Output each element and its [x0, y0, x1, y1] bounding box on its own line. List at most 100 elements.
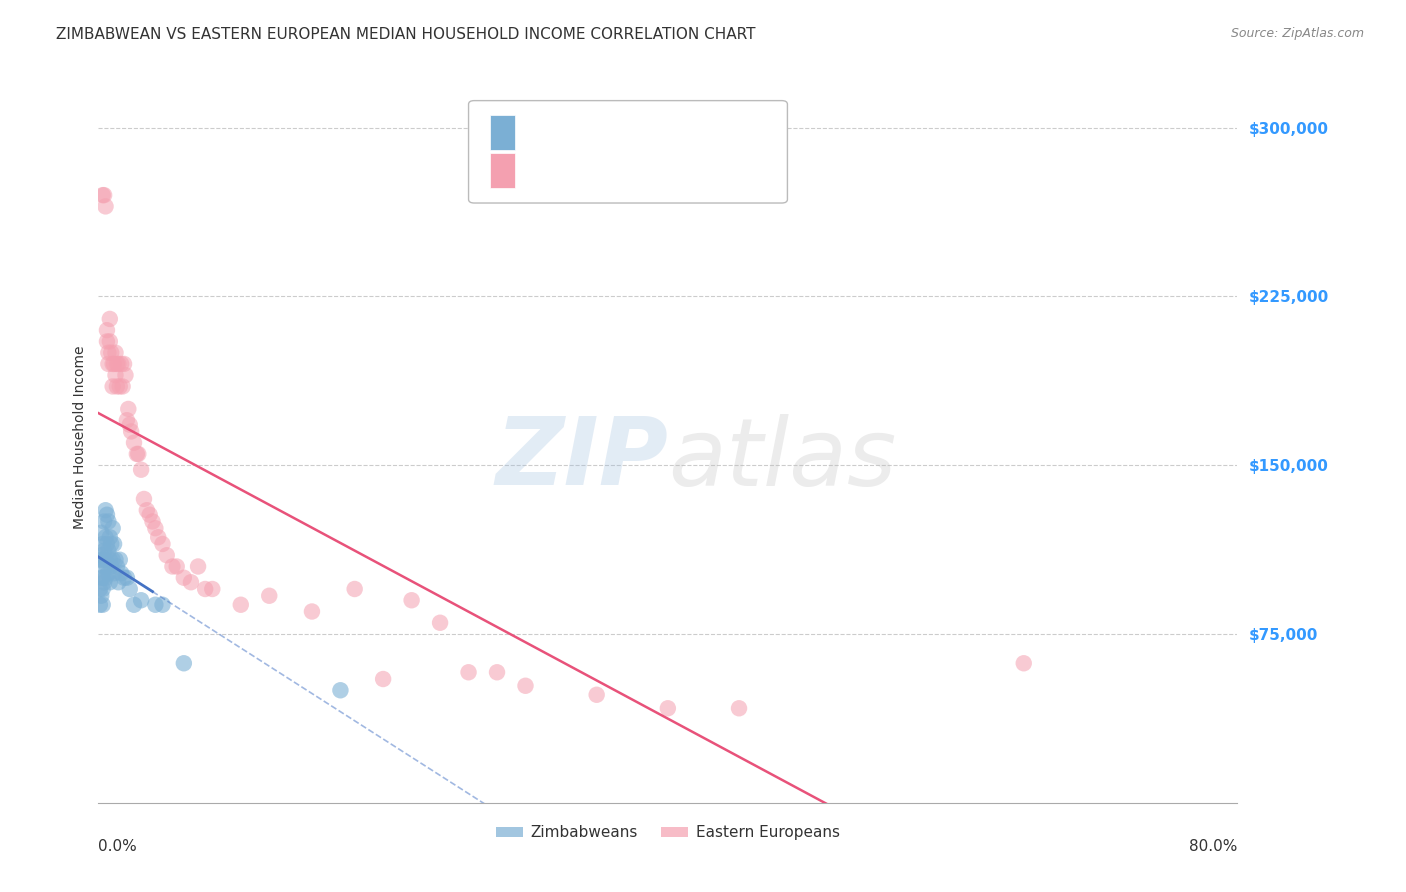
Point — [98, 312, 121, 326]
Bar — [491, 153, 515, 187]
Point — [114, 368, 136, 383]
Point — [457, 665, 479, 680]
Point — [173, 571, 195, 585]
Point — [89, 582, 111, 596]
Point — [108, 379, 131, 393]
Point — [105, 559, 128, 574]
Point — [201, 582, 224, 596]
Point — [156, 548, 179, 562]
Point — [100, 345, 122, 359]
Point — [110, 357, 132, 371]
Point — [98, 530, 121, 544]
Point — [343, 582, 366, 596]
Point — [91, 553, 114, 567]
Point — [118, 582, 141, 596]
Y-axis label: Median Household Income: Median Household Income — [73, 345, 87, 529]
Point — [166, 559, 188, 574]
Point — [429, 615, 451, 630]
Point — [97, 543, 120, 558]
Point — [105, 357, 128, 371]
Text: ZIMBABWEAN VS EASTERN EUROPEAN MEDIAN HOUSEHOLD INCOME CORRELATION CHART: ZIMBABWEAN VS EASTERN EUROPEAN MEDIAN HO… — [56, 27, 756, 42]
Point — [93, 188, 115, 202]
Point — [118, 417, 141, 432]
Point — [100, 559, 122, 574]
Point — [98, 334, 121, 349]
Point — [145, 521, 167, 535]
Text: -0.117: -0.117 — [562, 123, 627, 141]
Point — [112, 357, 135, 371]
Point — [104, 553, 127, 567]
Point — [96, 334, 118, 349]
Point — [90, 525, 112, 540]
Point — [97, 566, 120, 581]
Point — [162, 559, 184, 574]
Point — [401, 593, 423, 607]
Point — [93, 543, 115, 558]
Point — [94, 503, 117, 517]
Text: N =: N = — [644, 161, 683, 179]
Point — [91, 571, 114, 585]
Point — [98, 553, 121, 567]
Point — [91, 582, 114, 596]
Point — [657, 701, 679, 715]
Point — [103, 357, 125, 371]
Point — [373, 672, 395, 686]
Point — [90, 571, 112, 585]
Point — [194, 582, 217, 596]
Point — [112, 571, 135, 585]
Point — [486, 665, 509, 680]
Point — [585, 688, 607, 702]
Point — [97, 357, 120, 371]
Point — [91, 188, 114, 202]
Point — [94, 571, 117, 585]
Point — [122, 435, 145, 450]
Point — [115, 413, 138, 427]
Point — [94, 199, 117, 213]
Point — [97, 515, 120, 529]
Point — [91, 537, 114, 551]
Point — [96, 323, 118, 337]
Point — [152, 537, 174, 551]
Text: N =: N = — [644, 123, 683, 141]
Point — [103, 537, 125, 551]
Point — [180, 575, 202, 590]
Point — [100, 537, 122, 551]
Point — [125, 447, 148, 461]
Point — [259, 589, 281, 603]
Text: ZIP: ZIP — [495, 413, 668, 505]
Text: Source: ZipAtlas.com: Source: ZipAtlas.com — [1230, 27, 1364, 40]
Point — [108, 553, 131, 567]
Point — [187, 559, 209, 574]
Point — [101, 521, 124, 535]
Point — [728, 701, 751, 715]
Point — [101, 553, 124, 567]
Point — [515, 679, 537, 693]
Point — [111, 379, 134, 393]
Point — [117, 401, 139, 416]
Point — [96, 508, 118, 522]
Point — [103, 566, 125, 581]
Text: R =: R = — [527, 161, 565, 179]
Point — [107, 575, 129, 590]
Point — [97, 345, 120, 359]
Point — [90, 589, 112, 603]
Point — [104, 345, 127, 359]
Point — [104, 368, 127, 383]
Point — [141, 515, 163, 529]
Point — [135, 503, 157, 517]
Point — [89, 598, 111, 612]
Point — [127, 447, 149, 461]
Text: atlas: atlas — [668, 414, 896, 505]
Point — [96, 537, 118, 551]
Point — [91, 598, 114, 612]
Text: 0.0%: 0.0% — [98, 839, 138, 855]
Point — [229, 598, 252, 612]
Text: -0.025: -0.025 — [562, 161, 627, 179]
Point — [145, 598, 167, 612]
Point — [101, 357, 124, 371]
Point — [93, 559, 115, 574]
Point — [98, 575, 121, 590]
Point — [96, 559, 118, 574]
Point — [148, 530, 170, 544]
Point — [93, 515, 115, 529]
